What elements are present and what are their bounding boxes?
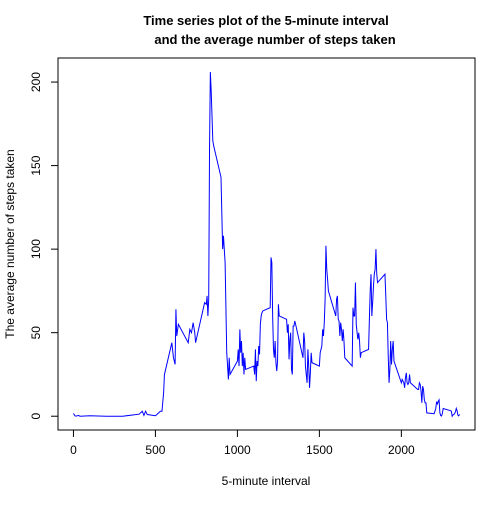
x-tick-label: 1500	[306, 443, 333, 457]
chart-title: and the average number of steps taken	[154, 32, 395, 47]
data-line	[73, 72, 460, 418]
y-tick-label: 0	[29, 413, 43, 420]
plot-frame	[57, 57, 476, 431]
x-tick-label: 2000	[388, 443, 415, 457]
y-tick-label: 150	[29, 155, 43, 175]
y-axis-label: The average number of steps taken	[3, 149, 17, 338]
chart-title: Time series plot of the 5-minute interva…	[143, 13, 388, 28]
x-tick-label: 1000	[224, 443, 251, 457]
y-tick-label: 200	[29, 72, 43, 92]
y-tick-label: 100	[29, 239, 43, 259]
x-tick-label: 0	[70, 443, 77, 457]
y-tick-label: 50	[29, 326, 43, 340]
x-axis-label: 5-minute interval	[222, 474, 311, 488]
x-tick-label: 500	[145, 443, 165, 457]
